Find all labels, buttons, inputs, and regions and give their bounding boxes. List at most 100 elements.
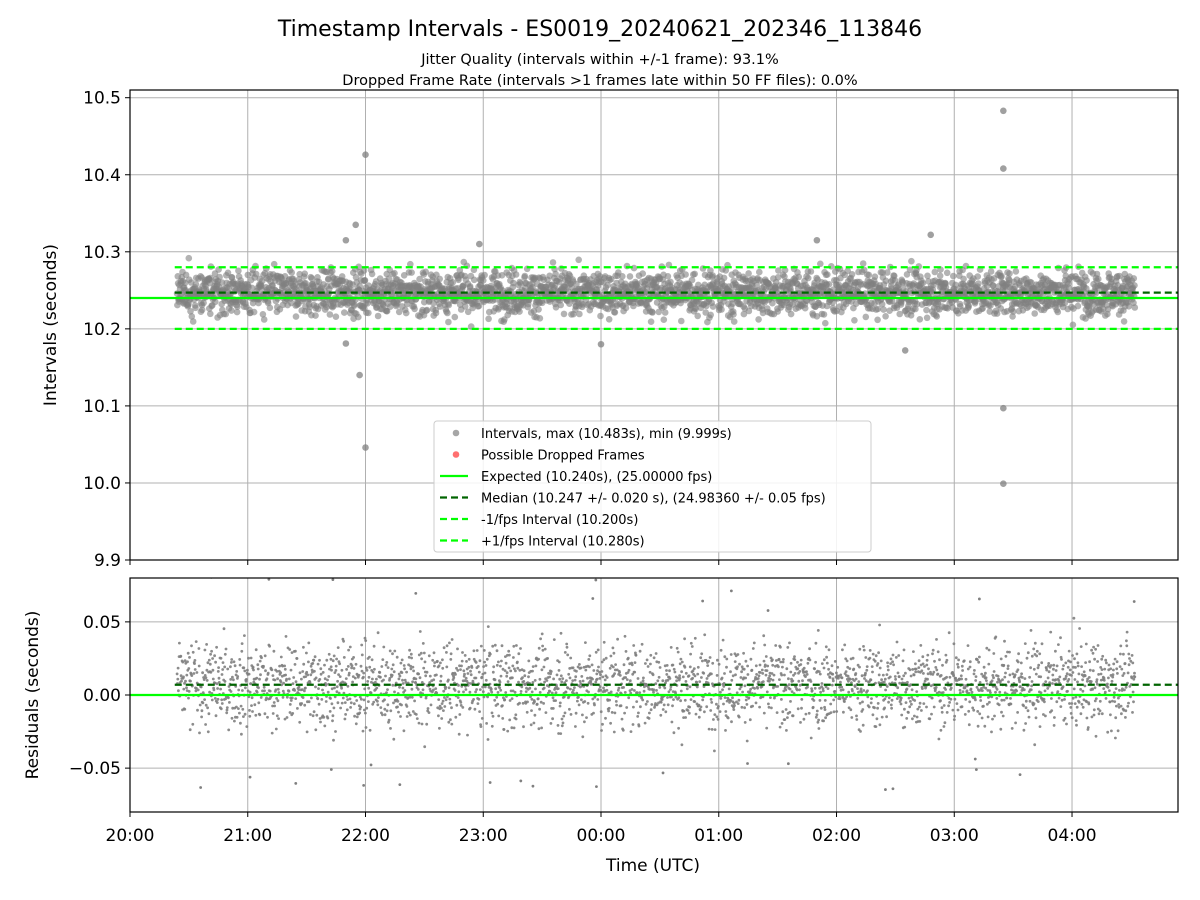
bottom-data-point (618, 671, 621, 674)
bottom-data-point (441, 699, 445, 703)
bottom-data-point (551, 696, 555, 700)
bottom-data-point (589, 680, 593, 684)
top-data-point (436, 275, 444, 283)
bottom-data-point (239, 721, 242, 725)
bottom-data-point (618, 674, 622, 677)
bottom-data-point (539, 637, 542, 641)
bottom-data-point (336, 646, 340, 649)
bottom-data-point (509, 669, 513, 673)
bottom-data-point (209, 670, 213, 674)
bottom-data-point (183, 707, 187, 711)
bottom-data-point (780, 698, 783, 701)
top-ytick-label: 10.1 (83, 397, 121, 417)
bottom-data-point (542, 686, 546, 690)
bottom-data-point (758, 705, 761, 709)
bottom-data-point (736, 665, 739, 669)
bottom-data-point (431, 658, 435, 662)
bottom-data-point (193, 662, 196, 665)
bottom-data-point (343, 717, 347, 721)
bottom-data-point (259, 673, 262, 677)
bottom-data-point (288, 711, 292, 714)
bottom-data-point (638, 649, 642, 653)
bottom-data-point (698, 708, 702, 712)
top-data-point (332, 313, 340, 321)
bottom-data-point (270, 668, 274, 672)
bottom-data-point (535, 702, 539, 706)
bottom-data-point (360, 643, 364, 647)
bottom-data-point (300, 677, 303, 681)
bottom-data-point (277, 691, 281, 694)
bottom-data-point (519, 690, 523, 693)
bottom-data-point (337, 673, 340, 676)
bottom-data-point (402, 664, 406, 667)
top-data-point (807, 268, 815, 275)
bottom-data-point (391, 683, 395, 687)
bottom-data-point (753, 687, 756, 690)
bottom-data-point (742, 651, 745, 655)
bottom-data-point (814, 715, 818, 719)
bottom-data-point (238, 658, 242, 661)
bottom-data-point (289, 699, 293, 702)
top-data-point (960, 275, 967, 283)
bottom-data-point (564, 690, 568, 694)
bottom-data-point (434, 687, 438, 690)
bottom-data-point (817, 670, 821, 674)
bottom-data-point (390, 673, 394, 677)
bottom-data-point (440, 702, 444, 705)
bottom-data-point (219, 656, 223, 660)
bottom-data-point (503, 698, 507, 702)
bottom-data-point (569, 656, 573, 660)
bottom-data-point (485, 657, 489, 661)
top-data-point (820, 311, 828, 318)
top-data-point (1009, 313, 1016, 320)
bottom-data-point (647, 717, 651, 720)
bottom-data-point (346, 665, 350, 668)
bottom-data-point (754, 701, 758, 705)
bottom-data-point (418, 676, 422, 680)
bottom-data-point (598, 670, 601, 674)
top-data-point (192, 280, 200, 288)
bottom-data-point (696, 665, 700, 669)
bottom-data-point (764, 673, 768, 677)
bottom-data-point (549, 722, 553, 725)
bottom-data-point (768, 679, 771, 683)
outlier-point (362, 151, 369, 159)
outlier-point (1000, 404, 1007, 412)
bottom-data-point (739, 685, 743, 689)
bottom-data-point (701, 659, 704, 663)
bottom-data-point (592, 669, 596, 672)
bottom-data-point (642, 676, 645, 680)
bottom-data-point (346, 684, 350, 688)
bottom-data-point (613, 672, 616, 675)
bottom-data-point (384, 674, 387, 678)
top-data-point (965, 303, 972, 310)
bottom-data-point (575, 669, 578, 673)
bottom-data-point (807, 711, 811, 715)
top-data-point (449, 279, 457, 286)
bottom-data-point (373, 667, 376, 671)
top-data-point (974, 273, 981, 280)
bottom-data-point (737, 715, 741, 719)
bottom-data-point (438, 726, 441, 730)
bottom-data-point (738, 687, 742, 691)
bottom-data-point (781, 665, 784, 669)
bottom-data-point (824, 716, 827, 720)
bottom-data-point (370, 658, 374, 662)
bottom-data-point (437, 714, 440, 718)
bottom-data-point (796, 707, 800, 711)
bottom-data-point (840, 676, 844, 680)
top-data-point (682, 271, 689, 278)
top-data-point (605, 316, 613, 323)
top-data-point (445, 301, 453, 309)
bottom-data-point (435, 673, 438, 677)
bottom-data-point (408, 695, 412, 699)
bottom-data-point (632, 705, 635, 709)
bottom-data-point (557, 669, 561, 672)
bottom-data-point (551, 707, 555, 710)
bottom-data-point (393, 690, 396, 694)
top-data-point (560, 310, 568, 318)
bottom-data-point (513, 667, 516, 671)
bottom-data-point (363, 636, 367, 640)
bottom-data-point (365, 666, 368, 670)
bottom-data-point (272, 701, 276, 704)
